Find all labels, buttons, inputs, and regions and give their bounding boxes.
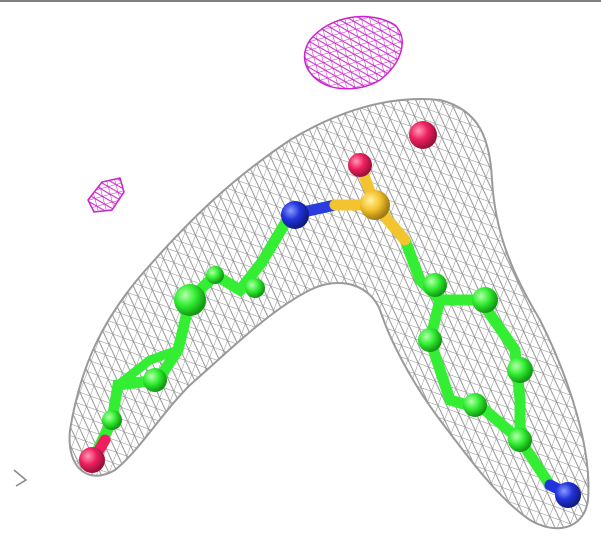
difference-mesh [303,15,403,90]
molecule-atoms [79,121,581,508]
difference-mesh-small [87,177,125,213]
fragment [13,469,28,487]
density-mesh [68,98,590,530]
